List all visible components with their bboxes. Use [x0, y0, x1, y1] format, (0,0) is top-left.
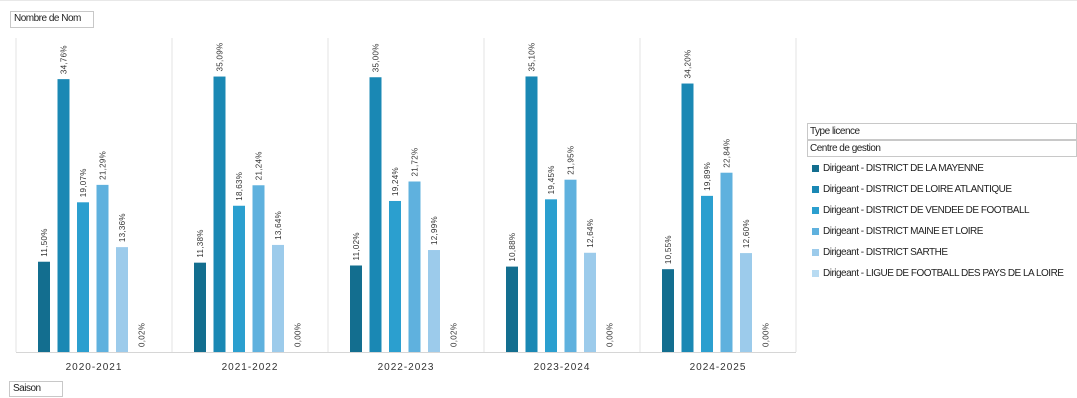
- legend-label: Dirigeant - DISTRICT DE VENDEE DE FOOTBA…: [823, 205, 1030, 216]
- data-label: 22,84%: [723, 139, 732, 168]
- data-label: 13,64%: [274, 211, 283, 240]
- legend-swatch: [812, 165, 819, 172]
- legend-header-centre-de-gestion[interactable]: Centre de gestion: [807, 140, 1077, 157]
- data-label: 19,89%: [703, 162, 712, 191]
- bar: [389, 200, 401, 352]
- legend-swatch: [812, 249, 819, 256]
- bar: [545, 199, 557, 352]
- legend-swatch: [812, 186, 819, 193]
- legend-label: Dirigeant - DISTRICT MAINE ET LOIRE: [823, 226, 983, 237]
- data-label: 11,50%: [40, 228, 49, 256]
- data-label: 12,64%: [586, 219, 595, 248]
- bar: [408, 181, 421, 352]
- data-label: 0,02%: [138, 323, 147, 347]
- data-label: 11,38%: [196, 229, 205, 257]
- bar: [77, 202, 89, 352]
- data-label: 35,09%: [216, 43, 225, 72]
- bar: [681, 83, 694, 352]
- data-label: 19,07%: [79, 168, 88, 197]
- data-label: 21,95%: [567, 146, 576, 175]
- bar: [740, 253, 752, 352]
- x-tick-label: 2023-2024: [534, 362, 591, 373]
- bar: [233, 205, 245, 352]
- legend-item[interactable]: Dirigeant - DISTRICT SARTHE: [812, 242, 1074, 263]
- bar: [194, 262, 206, 352]
- data-label: 21,72%: [411, 148, 420, 177]
- bar: [662, 269, 674, 352]
- bar-chart: 11,50% 34,76% 19,07% 21,29% 13,36% 0,02% 11,38…: [15, 38, 797, 373]
- legend-swatch: [812, 270, 819, 277]
- bar: [252, 185, 265, 352]
- top-border: [0, 0, 1077, 1]
- legend-swatch: [812, 207, 819, 214]
- bar: [369, 77, 382, 352]
- legend-header-type-licence[interactable]: Type licence: [807, 123, 1077, 140]
- legend-item[interactable]: Dirigeant - DISTRICT MAINE ET LOIRE: [812, 221, 1074, 242]
- legend-label: Dirigeant - DISTRICT SARTHE: [823, 247, 948, 258]
- legend-item[interactable]: Dirigeant - LIGUE DE FOOTBALL DES PAYS D…: [812, 263, 1074, 284]
- data-label: 11,02%: [352, 232, 361, 260]
- bar: [525, 76, 538, 352]
- bars: [38, 76, 752, 352]
- data-label: 35,00%: [372, 43, 381, 72]
- legend-item[interactable]: Dirigeant - DISTRICT DE VENDEE DE FOOTBA…: [812, 200, 1074, 221]
- bar: [584, 252, 596, 352]
- bar: [701, 195, 713, 352]
- legend-swatch: [812, 228, 819, 235]
- data-label: 0,02%: [450, 323, 459, 347]
- data-label: 34,76%: [60, 45, 69, 74]
- bar: [38, 261, 50, 352]
- data-label: 10,88%: [508, 233, 517, 262]
- x-tick-label: 2024-2025: [690, 362, 747, 373]
- category-separators: [15, 38, 797, 353]
- x-tick-label: 2020-2021: [66, 362, 123, 373]
- data-labels: 11,50% 34,76% 19,07% 21,29% 13,36% 0,02% 11,38…: [40, 43, 771, 347]
- legend-item[interactable]: Dirigeant - DISTRICT DE LOIRE ATLANTIQUE: [812, 179, 1074, 200]
- data-label: 0,00%: [606, 323, 615, 347]
- legend-label: Dirigeant - DISTRICT DE LOIRE ATLANTIQUE: [823, 184, 1012, 195]
- measure-field-button[interactable]: Nombre de Nom: [10, 11, 94, 28]
- data-label: 35,10%: [528, 43, 537, 72]
- data-label: 34,20%: [684, 50, 693, 79]
- data-label: 18,63%: [235, 172, 244, 201]
- data-label: 19,45%: [547, 165, 556, 194]
- x-tick-label: 2022-2023: [378, 362, 435, 373]
- bar: [720, 172, 733, 352]
- data-label: 21,24%: [255, 151, 264, 180]
- data-label: 12,60%: [742, 219, 751, 248]
- legend: Dirigeant - DISTRICT DE LA MAYENNE Dirige…: [812, 158, 1074, 284]
- legend-item[interactable]: Dirigeant - DISTRICT DE LA MAYENNE: [812, 158, 1074, 179]
- x-tick-label: 2021-2022: [222, 362, 279, 373]
- bar: [272, 244, 284, 352]
- data-label: 0,00%: [762, 323, 771, 347]
- bar: [506, 266, 518, 352]
- bar: [57, 79, 70, 352]
- data-label: 12,99%: [430, 216, 439, 245]
- bar: [96, 184, 109, 352]
- data-label: 21,29%: [99, 151, 108, 180]
- axis-field-button[interactable]: Saison: [9, 381, 63, 397]
- data-label: 19,24%: [391, 167, 400, 196]
- data-label: 10,55%: [664, 235, 673, 264]
- legend-label: Dirigeant - LIGUE DE FOOTBALL DES PAYS D…: [823, 268, 1064, 279]
- bar: [213, 76, 226, 352]
- x-axis-ticks: 2020-2021 2021-2022 2022-2023 2023-2024 2024…: [66, 362, 747, 373]
- bar: [350, 265, 362, 352]
- bar: [564, 179, 577, 352]
- data-label: 0,00%: [294, 323, 303, 347]
- bar: [428, 250, 440, 352]
- data-label: 13,36%: [118, 213, 127, 242]
- legend-label: Dirigeant - DISTRICT DE LA MAYENNE: [823, 163, 984, 174]
- bar: [116, 247, 128, 352]
